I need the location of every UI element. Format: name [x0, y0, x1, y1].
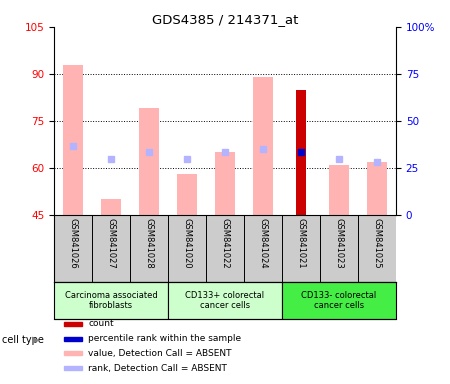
- Bar: [64, 351, 82, 356]
- Text: GSM841027: GSM841027: [107, 218, 116, 269]
- Bar: [64, 366, 82, 370]
- Text: GSM841025: GSM841025: [373, 218, 382, 269]
- Bar: [215, 152, 235, 215]
- Bar: [63, 65, 83, 215]
- Bar: [64, 337, 82, 341]
- Bar: [252, 77, 274, 215]
- Bar: [139, 108, 159, 215]
- Text: GSM841024: GSM841024: [258, 218, 267, 269]
- Bar: [296, 89, 306, 215]
- Text: percentile rank within the sample: percentile rank within the sample: [88, 334, 241, 343]
- Text: ▶: ▶: [32, 335, 40, 345]
- Text: GSM841023: GSM841023: [334, 218, 343, 269]
- Text: GSM841021: GSM841021: [297, 218, 306, 269]
- FancyBboxPatch shape: [282, 282, 396, 319]
- Text: GSM841026: GSM841026: [68, 218, 77, 269]
- Text: Carcinoma associated
fibroblasts: Carcinoma associated fibroblasts: [65, 291, 158, 310]
- Text: count: count: [88, 319, 114, 328]
- Text: cell type: cell type: [2, 335, 44, 345]
- Bar: [100, 199, 122, 215]
- FancyBboxPatch shape: [168, 282, 282, 319]
- Text: GSM841022: GSM841022: [220, 218, 230, 269]
- Text: GSM841020: GSM841020: [183, 218, 192, 269]
- Text: value, Detection Call = ABSENT: value, Detection Call = ABSENT: [88, 349, 232, 358]
- Text: GSM841028: GSM841028: [144, 218, 153, 269]
- Bar: [328, 165, 350, 215]
- Title: GDS4385 / 214371_at: GDS4385 / 214371_at: [152, 13, 298, 26]
- Text: CD133+ colorectal
cancer cells: CD133+ colorectal cancer cells: [185, 291, 265, 310]
- FancyBboxPatch shape: [54, 282, 168, 319]
- Bar: [64, 322, 82, 326]
- Bar: [176, 174, 198, 215]
- Text: rank, Detection Call = ABSENT: rank, Detection Call = ABSENT: [88, 364, 227, 373]
- Text: CD133- colorectal
cancer cells: CD133- colorectal cancer cells: [302, 291, 377, 310]
- Bar: [367, 162, 387, 215]
